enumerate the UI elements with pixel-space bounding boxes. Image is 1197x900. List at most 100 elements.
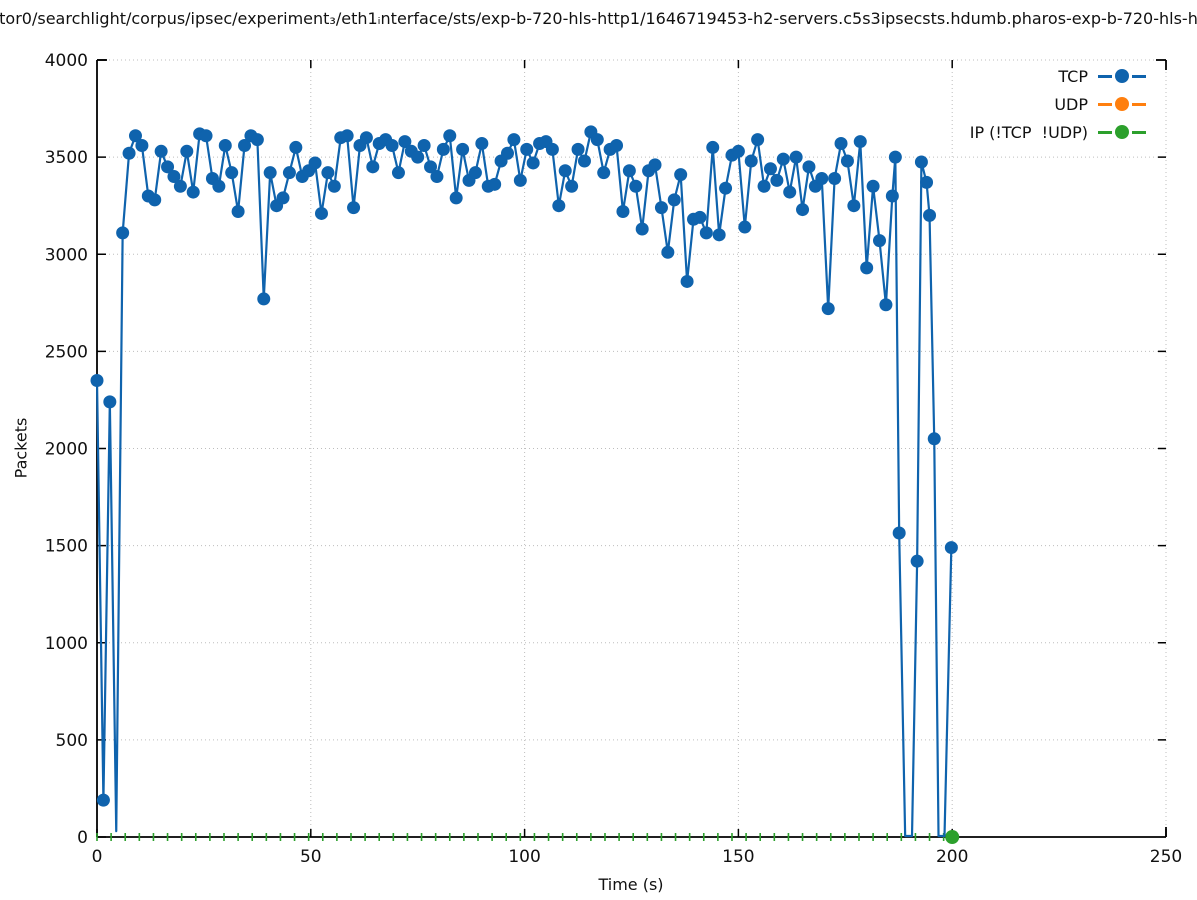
tcp-series-point [597, 166, 611, 180]
tcp-series-point [500, 146, 514, 160]
tcp-series-point [289, 140, 303, 154]
tcp-series-point [927, 432, 941, 446]
tcp-series-point [944, 541, 958, 555]
legend: TCP UDP IP (!TCP !UDP) [970, 62, 1146, 146]
tcp-series-point [238, 138, 252, 152]
tcp-series-point [449, 191, 463, 205]
tcp-series-point [513, 173, 527, 187]
tcp-series-point [347, 201, 361, 215]
tcp-series-point [257, 292, 271, 306]
x-tick-label: 100 [508, 847, 540, 867]
tcp-series-point [103, 395, 117, 409]
tcp-series-point [622, 164, 636, 178]
tcp-series-point [385, 138, 399, 152]
tcp-series-point [430, 170, 444, 184]
tcp-series-point [180, 144, 194, 158]
tcp-series-point [468, 166, 482, 180]
tcp-series-point [122, 146, 136, 160]
tcp-series-point [892, 526, 906, 540]
tcp-series-point [565, 179, 579, 193]
tcp-series-point [910, 554, 924, 568]
tcp-series-point [526, 156, 540, 170]
tcp-series-point [873, 234, 887, 248]
tcp-series-point [340, 129, 354, 143]
legend-item-ip: IP (!TCP !UDP) [970, 118, 1146, 146]
tcp-series-point [770, 173, 784, 187]
tcp-series-point [558, 164, 572, 178]
tcp-series-point [359, 131, 373, 145]
tcp-series-point [590, 133, 604, 147]
tcp-series-point [840, 154, 854, 168]
tcp-series-point [712, 228, 726, 242]
y-tick-label: 0 [77, 828, 88, 848]
tcp-series-point [366, 160, 380, 174]
tcp-series-point [661, 245, 675, 259]
tcp-series-point [417, 138, 431, 152]
y-tick-label: 1500 [45, 537, 88, 557]
tcp-series-point [135, 138, 149, 152]
tcp-series-point [231, 205, 245, 219]
tcp-series-point [96, 793, 110, 807]
tcp-series-point [327, 179, 341, 193]
tcp-series-point [763, 162, 777, 176]
tcp-series-point [789, 150, 803, 164]
tcp-series-point [776, 152, 790, 166]
tcp-series-point [545, 142, 559, 156]
tcp-series-point [783, 185, 797, 199]
tcp-series-point [744, 154, 758, 168]
tcp-series-point [648, 158, 662, 172]
legend-line-dot-sample [1098, 97, 1146, 111]
y-tick-label: 500 [56, 731, 88, 751]
tcp-series-point [199, 129, 213, 143]
tcp-series-point [250, 133, 264, 147]
tcp-series-point [796, 203, 810, 217]
tcp-series-point [680, 274, 694, 288]
tcp-series-point [885, 189, 899, 203]
tcp-series-point [520, 142, 534, 156]
tcp-series-point [888, 150, 902, 164]
tcp-series-point [424, 160, 438, 174]
tcp-series-point [667, 193, 681, 207]
tcp-series-point [154, 144, 168, 158]
legend-label: TCP [1058, 66, 1088, 86]
tcp-series-point [456, 142, 470, 156]
tcp-series-point [507, 133, 521, 147]
x-tick-label: 0 [92, 847, 103, 867]
tcp-series-point [629, 179, 643, 193]
tcp-series-point [610, 138, 624, 152]
tcp-series-point [654, 201, 668, 215]
tcp-series-point [225, 166, 239, 180]
tcp-series-point [828, 171, 842, 185]
legend-item-tcp: TCP [970, 62, 1146, 90]
tcp-series-point [635, 222, 649, 236]
tcp-series-point [436, 142, 450, 156]
tcp-series-point [860, 261, 874, 275]
tcp-series-point [853, 135, 867, 149]
tcp-series-point [167, 170, 181, 184]
y-tick-label: 4000 [45, 51, 88, 71]
tcp-series-point [552, 199, 566, 213]
tcp-series-point [879, 298, 893, 312]
chart-title: tor0/searchlight/corpus/ipsec/experiment… [0, 9, 1197, 28]
y-tick-label: 2500 [45, 342, 88, 362]
tcp-series-point [161, 160, 175, 174]
tcp-series-point [116, 226, 130, 240]
tcp-series-point [443, 129, 457, 143]
legend-label: IP (!TCP !UDP) [969, 122, 1088, 142]
tcp-series-point [488, 177, 502, 191]
tcp-series-point [148, 193, 162, 207]
legend-item-udp: UDP [970, 90, 1146, 118]
tcp-series-point [128, 129, 142, 143]
tcp-series-point [706, 140, 720, 154]
tcp-series-point [276, 191, 290, 205]
tcp-series-point [90, 374, 104, 388]
y-tick-label: 1000 [45, 634, 88, 654]
tcp-series-point [738, 220, 752, 234]
tcp-series-point [815, 171, 829, 185]
tcp-series-point [173, 179, 187, 193]
tcp-series-point [616, 205, 630, 219]
tcp-series-point [308, 156, 322, 170]
tcp-series-point [321, 166, 335, 180]
tcp-series-point [731, 144, 745, 158]
